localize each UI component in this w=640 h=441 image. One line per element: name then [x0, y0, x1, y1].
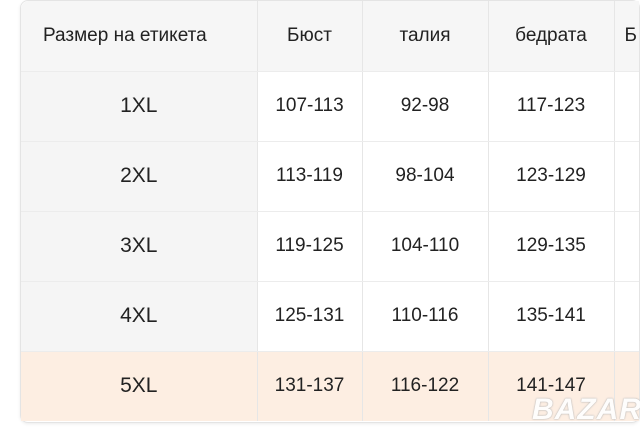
- hips-cell: 117-123: [488, 71, 615, 142]
- empty-cell: [614, 211, 639, 282]
- waist-cell: 98-104: [362, 141, 489, 212]
- bust-cell: 131-137: [257, 351, 363, 421]
- waist-cell: 116-122: [362, 351, 489, 421]
- empty-cell: [614, 351, 639, 421]
- header-hips: бедрата: [488, 1, 615, 72]
- table-row: 1XL 107-113 92-98 117-123: [21, 71, 639, 142]
- bust-cell: 107-113: [257, 71, 363, 142]
- waist-cell: 104-110: [362, 211, 489, 282]
- header-waist: талия: [362, 1, 489, 72]
- bust-cell: 119-125: [257, 211, 363, 282]
- bust-cell: 125-131: [257, 281, 363, 352]
- header-row: Размер на етикета Бюст талия бедрата Б: [21, 1, 639, 72]
- waist-cell: 110-116: [362, 281, 489, 352]
- size-cell: 5XL: [21, 351, 258, 421]
- size-cell: 3XL: [21, 211, 258, 282]
- header-cut-off: Б: [614, 1, 639, 72]
- empty-cell: [614, 141, 639, 212]
- empty-cell: [614, 71, 639, 142]
- size-cell: 2XL: [21, 141, 258, 212]
- table-row: 4XL 125-131 110-116 135-141: [21, 281, 639, 352]
- bust-cell: 113-119: [257, 141, 363, 212]
- hips-cell: 129-135: [488, 211, 615, 282]
- hips-cell: 141-147: [488, 351, 615, 421]
- empty-cell: [614, 281, 639, 352]
- header-size: Размер на етикета: [21, 1, 258, 72]
- table-row-highlighted: 5XL 131-137 116-122 141-147: [21, 351, 639, 421]
- hips-cell: 135-141: [488, 281, 615, 352]
- header-bust: Бюст: [257, 1, 363, 72]
- size-chart-table: Размер на етикета Бюст талия бедрата Б 1…: [20, 0, 640, 423]
- table-row: 3XL 119-125 104-110 129-135: [21, 211, 639, 282]
- table-row: 2XL 113-119 98-104 123-129: [21, 141, 639, 212]
- hips-cell: 123-129: [488, 141, 615, 212]
- size-cell: 1XL: [21, 71, 258, 142]
- waist-cell: 92-98: [362, 71, 489, 142]
- size-cell: 4XL: [21, 281, 258, 352]
- bazar-watermark-logo: BAZAR: [532, 393, 640, 426]
